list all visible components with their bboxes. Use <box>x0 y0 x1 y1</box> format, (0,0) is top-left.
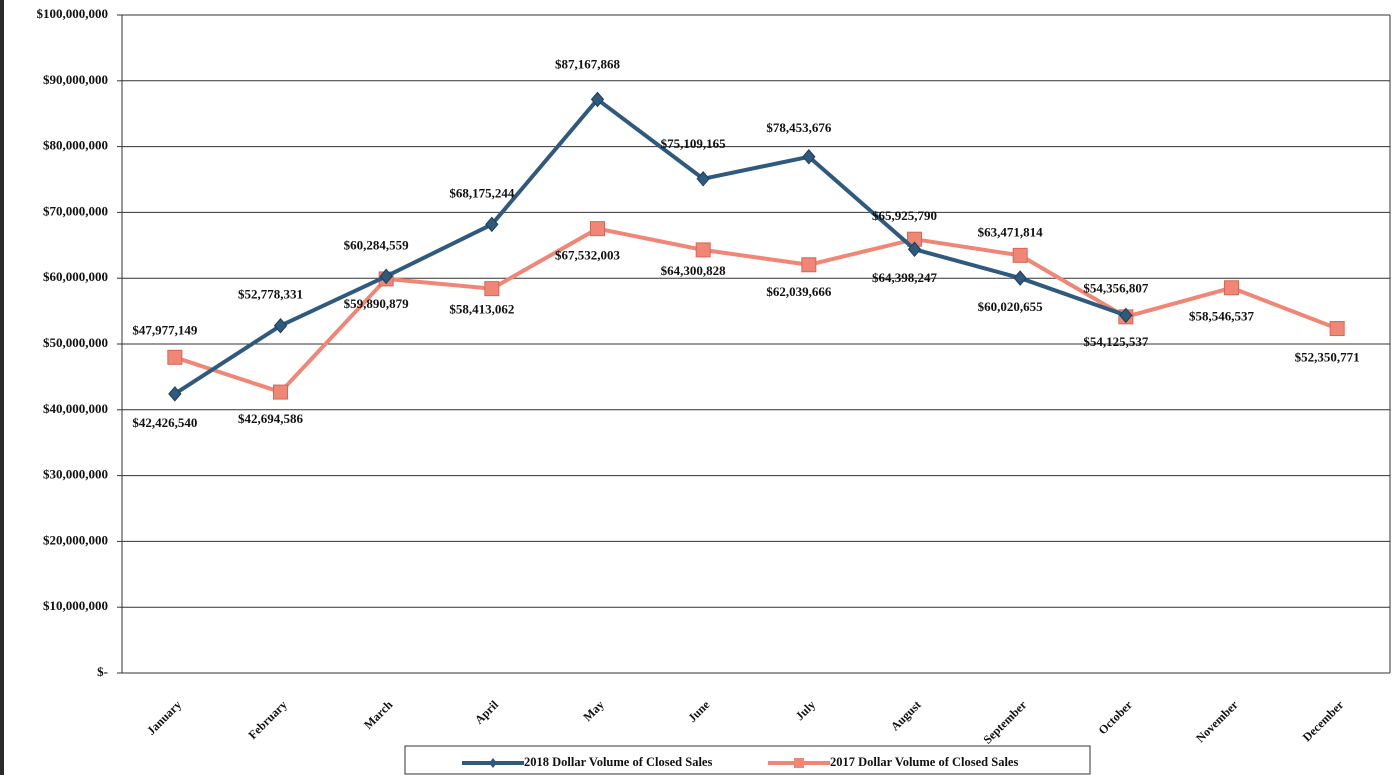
legend-marker <box>489 758 497 768</box>
marker <box>590 221 605 237</box>
marker <box>590 91 605 108</box>
data-label: $59,890,879 <box>344 296 410 311</box>
x-tick-label: August <box>888 698 924 734</box>
y-tick-label: $- <box>97 664 108 679</box>
data-label: $64,300,828 <box>661 263 727 278</box>
marks: $42,426,540 $52,778,331 $60,284,559 $68,175… <box>132 56 1359 429</box>
legend-marker <box>794 758 804 768</box>
marker <box>273 317 288 334</box>
series-line <box>173 97 1127 396</box>
data-label: $47,977,149 <box>132 322 198 337</box>
data-label: $62,039,666 <box>766 284 832 299</box>
y-tick-label: $80,000,000 <box>43 138 108 153</box>
y-tick-label: $90,000,000 <box>43 72 108 87</box>
data-label: $54,356,807 <box>1083 280 1149 295</box>
x-tick-label: February <box>245 698 289 742</box>
data-label: $52,350,771 <box>1295 350 1360 365</box>
data-label: $63,471,814 <box>978 224 1044 239</box>
data-label: $65,925,790 <box>872 208 937 223</box>
grid: $- $10,000,000 $20,000,000 $30,000,000 $40,0… <box>37 6 1391 747</box>
y-tick-label: $20,000,000 <box>43 532 108 547</box>
data-label: $87,167,868 <box>555 56 621 71</box>
x-tick-label: April <box>472 697 502 727</box>
x-tick-label: May <box>580 698 606 724</box>
legend-box <box>404 745 1091 775</box>
marker <box>273 384 288 400</box>
marker <box>907 241 922 258</box>
data-label: $42,426,540 <box>132 415 197 430</box>
y-tick-label: $40,000,000 <box>43 401 108 416</box>
marker <box>1012 247 1028 263</box>
x-tick-label: December <box>1300 697 1347 744</box>
data-label: $60,020,655 <box>978 299 1044 314</box>
marker <box>167 349 183 365</box>
data-label: $68,175,244 <box>449 185 515 200</box>
y-tick-label: $60,000,000 <box>43 269 108 284</box>
data-label: $67,532,003 <box>555 248 621 263</box>
legend: 2018 Dollar Volume of Closed Sales 2017 D… <box>462 755 1018 769</box>
marker <box>1119 307 1133 324</box>
data-label: $58,413,062 <box>449 302 514 317</box>
scan-edge <box>0 0 4 775</box>
x-tick-label: March <box>361 697 395 731</box>
marker <box>1329 321 1345 337</box>
marker <box>168 386 182 402</box>
marker <box>695 242 711 258</box>
marker <box>379 268 393 285</box>
data-label: $60,284,559 <box>344 237 410 252</box>
data-label: $64,398,247 <box>872 270 938 285</box>
y-tick-label: $70,000,000 <box>43 203 108 218</box>
marker <box>1224 280 1239 296</box>
legend-label: 2018 Dollar Volume of Closed Sales <box>524 755 712 769</box>
marker <box>485 216 499 233</box>
data-label: $42,694,586 <box>238 411 304 426</box>
marker <box>801 257 817 273</box>
x-tick-label: October <box>1095 697 1135 737</box>
y-tick-label: $30,000,000 <box>43 467 108 482</box>
x-tick-label: June <box>685 697 713 725</box>
data-label: $52,778,331 <box>238 287 303 302</box>
y-tick-label: $10,000,000 <box>43 598 108 613</box>
data-label: $58,546,537 <box>1189 309 1255 324</box>
x-tick-label: November <box>1193 697 1241 745</box>
data-label: $75,109,165 <box>661 136 727 151</box>
series-line <box>174 226 1338 395</box>
data-label: $78,453,676 <box>766 120 832 135</box>
data-label: $54,125,537 <box>1083 334 1149 349</box>
marker <box>696 171 710 187</box>
marker <box>802 149 816 165</box>
x-tick-label: July <box>793 698 818 723</box>
legend-label: 2017 Dollar Volume of Closed Sales <box>830 755 1018 769</box>
x-tick-label: January <box>144 698 184 738</box>
marker <box>484 281 500 297</box>
y-tick-label: $50,000,000 <box>43 335 108 350</box>
x-tick-label: September <box>980 697 1029 746</box>
y-tick-label: $100,000,000 <box>37 6 109 21</box>
marker <box>1013 270 1027 286</box>
